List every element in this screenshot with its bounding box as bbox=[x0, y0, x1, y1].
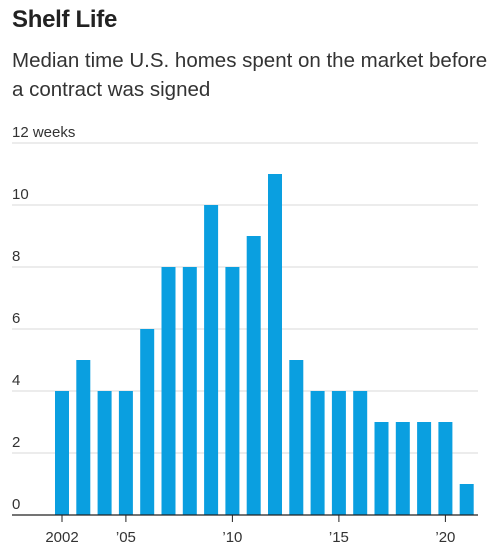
x-tick-label: ’05 bbox=[116, 529, 136, 546]
bar-2012 bbox=[268, 174, 282, 515]
bar-2016 bbox=[353, 391, 368, 515]
bar-2005 bbox=[118, 391, 133, 515]
bar-2003 bbox=[76, 360, 91, 515]
bar-2004 bbox=[97, 391, 112, 515]
y-tick-label: 4 bbox=[12, 372, 20, 389]
y-axis-ticks: 0 2 4 6 8 10 12 weeks bbox=[12, 124, 75, 513]
bars bbox=[55, 174, 474, 515]
bar-2009 bbox=[204, 205, 219, 515]
y-tick-label: 6 bbox=[12, 310, 20, 327]
bar-2014 bbox=[310, 391, 325, 515]
bar-2020 bbox=[438, 422, 453, 515]
y-tick-label: 2 bbox=[12, 434, 20, 451]
bar-2015 bbox=[331, 391, 346, 515]
bar-2002 bbox=[55, 391, 69, 515]
chart-subtitle: Median time U.S. homes spent on the mark… bbox=[12, 49, 488, 101]
y-tick-label: 8 bbox=[12, 248, 20, 265]
bar-2006 bbox=[140, 329, 155, 515]
bar-2018 bbox=[395, 422, 410, 515]
x-tick-label: ’20 bbox=[435, 529, 455, 546]
bar-2011 bbox=[246, 236, 261, 515]
x-tick-label: ’10 bbox=[222, 529, 242, 546]
bar-2007 bbox=[161, 267, 176, 515]
bar-2013 bbox=[289, 360, 304, 515]
x-tick-label: 2002 bbox=[45, 529, 78, 546]
bar-2008 bbox=[182, 267, 197, 515]
chart-title: Shelf Life bbox=[12, 6, 118, 33]
bar-2021 bbox=[459, 484, 474, 515]
y-tick-label: 0 bbox=[12, 496, 20, 513]
bar-2010 bbox=[225, 267, 240, 515]
x-axis-ticks: 2002 ’05 ’10 ’15 ’20 bbox=[45, 515, 455, 546]
y-tick-label: 12 weeks bbox=[12, 124, 75, 141]
y-tick-label: 10 bbox=[12, 186, 29, 203]
bar-2017 bbox=[374, 422, 389, 515]
bar-2019 bbox=[417, 422, 432, 515]
x-tick-label: ’15 bbox=[329, 529, 349, 546]
